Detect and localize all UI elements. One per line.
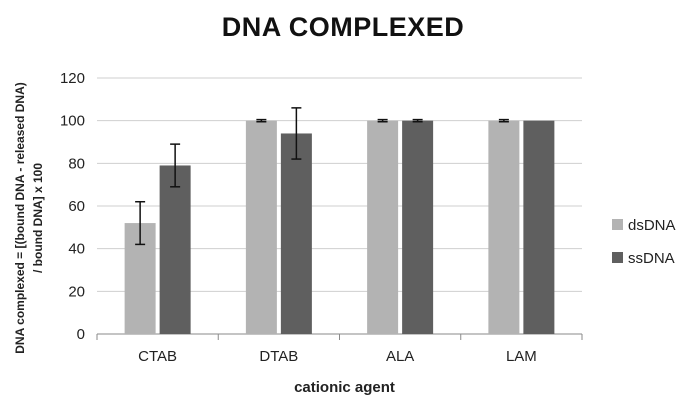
legend-swatch-dsDNA xyxy=(612,219,623,230)
chart-title: DNA COMPLEXED xyxy=(221,12,465,42)
y-axis-label: / bound DNA] x 100 xyxy=(31,163,45,273)
legend-label-ssDNA: ssDNA xyxy=(628,250,675,267)
bar-ssDNA-ALA xyxy=(402,120,434,335)
bar-dsDNA-ALA xyxy=(367,120,399,335)
x-axis-label: cationic agent xyxy=(294,379,395,396)
legend-label-dsDNA: dsDNA xyxy=(628,217,676,234)
y-tick-label: 20 xyxy=(68,283,85,300)
bar-ssDNA-DTAB xyxy=(280,133,312,334)
y-tick-label: 60 xyxy=(68,198,85,215)
y-tick-label: 0 xyxy=(77,326,85,343)
legend-swatch-ssDNA xyxy=(612,252,623,263)
y-axis-label: DNA complexed = [(bound DNA - released D… xyxy=(13,82,27,353)
x-tick-label: DTAB xyxy=(259,348,298,365)
bar-dsDNA-DTAB xyxy=(245,120,277,335)
bar-ssDNA-LAM xyxy=(523,120,555,335)
y-tick-label: 80 xyxy=(68,155,85,172)
x-tick-label: ALA xyxy=(386,348,414,365)
x-tick-label: CTAB xyxy=(138,348,177,365)
x-tick-label: LAM xyxy=(506,348,537,365)
y-tick-label: 120 xyxy=(60,70,85,87)
y-tick-label: 100 xyxy=(60,113,85,130)
y-tick-label: 40 xyxy=(68,241,85,258)
bar-dsDNA-LAM xyxy=(488,120,520,335)
bar-ssDNA-CTAB xyxy=(159,165,191,334)
